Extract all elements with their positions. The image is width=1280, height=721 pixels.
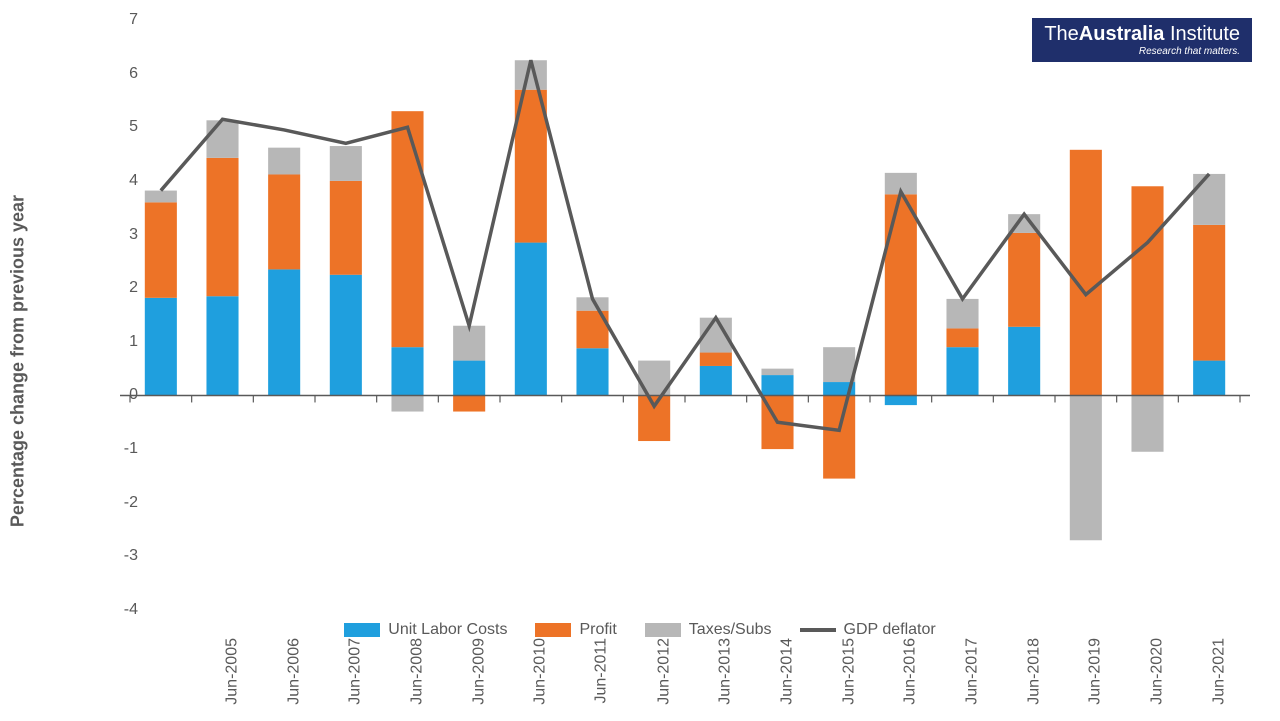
legend: Unit Labor Costs Profit Taxes/Subs GDP defl…	[0, 621, 1280, 639]
bar-ulc	[885, 395, 917, 405]
bar-ulc	[515, 243, 547, 396]
y-tick-label: -3	[108, 547, 138, 565]
bar-profit	[638, 395, 670, 441]
bar-ulc	[700, 366, 732, 396]
bar-profit	[1070, 150, 1102, 396]
y-tick-label: -1	[108, 440, 138, 458]
bar-ulc	[576, 348, 608, 395]
y-tick-label: -4	[108, 601, 138, 619]
bar-taxes	[1193, 174, 1225, 225]
bar-profit	[946, 328, 978, 347]
bar-profit	[268, 174, 300, 269]
bar-ulc	[330, 275, 362, 396]
legend-swatch	[535, 623, 571, 637]
bar-taxes	[268, 148, 300, 175]
legend-swatch	[645, 623, 681, 637]
bar-profit	[145, 202, 177, 297]
x-tick-label: Jun-2016	[902, 638, 920, 705]
y-tick-label: 1	[108, 333, 138, 351]
x-tick-label: Jun-2008	[409, 638, 427, 705]
bar-ulc	[1193, 361, 1225, 396]
chart-svg	[120, 20, 1250, 610]
bar-taxes	[1070, 395, 1102, 540]
x-tick-label: Jun-2011	[592, 638, 610, 704]
x-tick-label: Jun-2020	[1149, 638, 1167, 705]
y-tick-label: 7	[108, 11, 138, 29]
bar-profit	[823, 395, 855, 478]
legend-item-line: GDP deflator	[800, 621, 936, 639]
bar-profit	[453, 395, 485, 411]
bar-taxes	[391, 395, 423, 411]
bar-ulc	[268, 269, 300, 395]
legend-item-profit: Profit	[535, 621, 616, 639]
bar-ulc	[761, 375, 793, 395]
bar-profit	[206, 158, 238, 296]
x-tick-label: Jun-2017	[964, 638, 982, 705]
bar-taxes	[761, 369, 793, 375]
y-tick-label: 2	[108, 279, 138, 297]
legend-line-swatch	[800, 628, 836, 632]
gdp-deflator-line	[161, 60, 1209, 430]
legend-label: Unit Labor Costs	[388, 621, 507, 639]
y-tick-label: 4	[108, 172, 138, 190]
bar-profit	[700, 353, 732, 366]
y-tick-label: 5	[108, 118, 138, 136]
bar-profit	[1131, 186, 1163, 395]
bar-taxes	[206, 120, 238, 158]
legend-label: Taxes/Subs	[689, 621, 772, 639]
x-tick-label: Jun-2015	[840, 638, 858, 705]
bar-taxes	[1131, 395, 1163, 451]
bar-ulc	[946, 347, 978, 395]
bar-profit	[1008, 233, 1040, 327]
x-tick-label: Jun-2005	[224, 638, 242, 705]
plot-area	[120, 20, 1250, 610]
bar-ulc	[206, 296, 238, 395]
x-tick-label: Jun-2021	[1210, 638, 1228, 705]
bar-ulc	[453, 361, 485, 396]
bar-profit	[330, 181, 362, 275]
y-tick-label: 3	[108, 226, 138, 244]
bar-taxes	[823, 347, 855, 382]
x-tick-label: Jun-2014	[779, 638, 797, 705]
x-tick-label: Jun-2013	[717, 638, 735, 705]
y-tick-label: 6	[108, 65, 138, 83]
x-tick-label: Jun-2009	[470, 638, 488, 705]
bar-profit	[1193, 225, 1225, 361]
bar-ulc	[145, 298, 177, 396]
legend-label: GDP deflator	[844, 621, 936, 639]
y-axis-label: Percentage change from previous year	[8, 194, 29, 526]
y-tick-label: -2	[108, 494, 138, 512]
x-tick-label: Jun-2012	[655, 638, 673, 705]
y-tick-label: 0	[108, 386, 138, 404]
chart-container: TheAustralia Institute Research that mat…	[0, 0, 1280, 721]
bar-taxes	[330, 146, 362, 181]
legend-swatch	[344, 623, 380, 637]
x-tick-label: Jun-2010	[532, 638, 550, 705]
x-tick-label: Jun-2018	[1025, 638, 1043, 705]
bar-ulc	[391, 347, 423, 395]
legend-item-taxes: Taxes/Subs	[645, 621, 772, 639]
legend-label: Profit	[579, 621, 616, 639]
bar-profit	[391, 111, 423, 347]
bar-taxes	[145, 191, 177, 203]
bar-taxes	[946, 299, 978, 329]
bar-profit	[885, 194, 917, 395]
x-tick-label: Jun-2019	[1087, 638, 1105, 705]
x-tick-label: Jun-2006	[285, 638, 303, 705]
legend-item-ulc: Unit Labor Costs	[344, 621, 507, 639]
bar-ulc	[1008, 327, 1040, 396]
x-tick-label: Jun-2007	[347, 638, 365, 705]
